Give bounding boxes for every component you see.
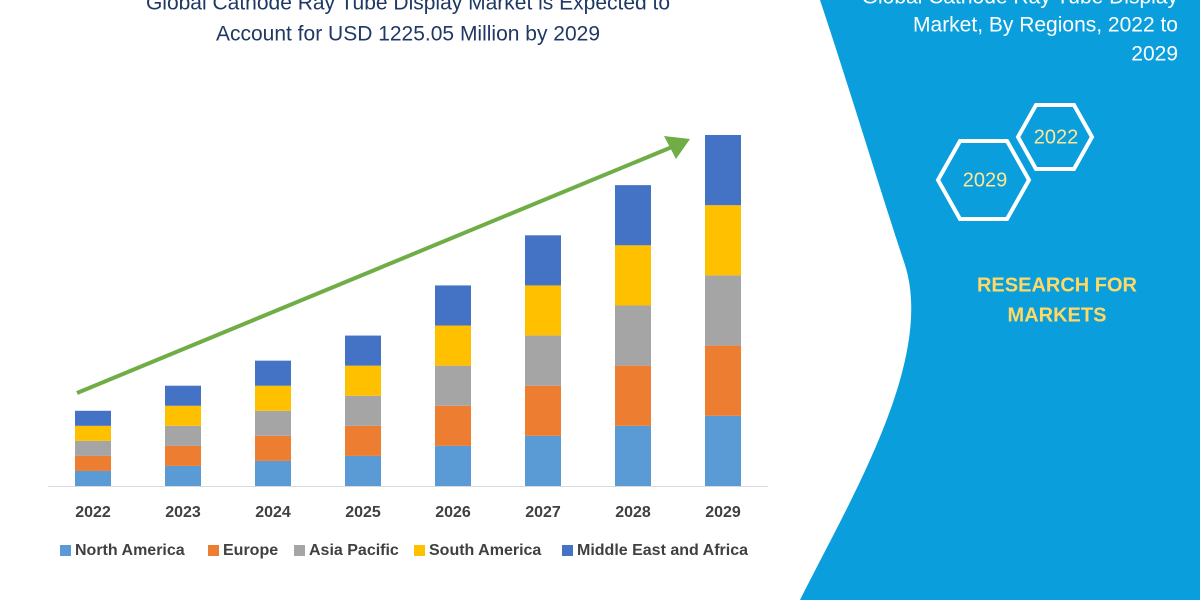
bar-segment <box>255 460 291 486</box>
side-panel-bg <box>800 0 1200 600</box>
legend-label: Europe <box>223 542 278 559</box>
panel-title: 2029 <box>1131 43 1178 66</box>
bar-segment <box>165 465 201 486</box>
bar-segment <box>75 410 111 426</box>
x-tick-label: 2028 <box>615 504 651 521</box>
legend-label: Middle East and Africa <box>577 542 748 559</box>
brand: MARKETS <box>1008 304 1107 326</box>
bar-segment <box>345 425 381 456</box>
x-tick-label: 2024 <box>255 504 291 521</box>
bar-segment <box>435 405 471 446</box>
panel-title: Market, By Regions, 2022 to <box>913 14 1178 37</box>
bar-segment <box>705 415 741 486</box>
bar-segment <box>165 445 201 466</box>
bar-segment <box>75 440 111 456</box>
bar-segment <box>435 365 471 406</box>
arrow-head <box>664 136 690 159</box>
bar-segment <box>525 235 561 286</box>
legend-label: North America <box>75 542 185 559</box>
legend-swatch <box>294 545 305 556</box>
bar-segment <box>345 395 381 426</box>
legend-swatch <box>562 545 573 556</box>
bar-segment <box>345 455 381 486</box>
hexagon <box>935 139 1032 221</box>
trend-arrow <box>76 145 673 395</box>
panel-title: Global Cathode Ray Tube Display <box>862 0 1179 9</box>
bar-segment <box>345 365 381 396</box>
bar-segment <box>75 425 111 441</box>
bar-segment <box>615 185 651 246</box>
bar-segment <box>705 275 741 346</box>
bar-segment <box>165 425 201 446</box>
legend-swatch <box>208 545 219 556</box>
badge: 2029 <box>963 169 1008 191</box>
legend-label: South America <box>429 542 541 559</box>
legend-swatch <box>414 545 425 556</box>
bar-segment <box>615 425 651 486</box>
legend-swatch <box>60 545 71 556</box>
bar-segment <box>165 405 201 426</box>
brand: RESEARCH FOR <box>977 274 1138 296</box>
bar-segment <box>525 285 561 336</box>
x-tick-label: 2023 <box>165 504 201 521</box>
bar-segment <box>345 335 381 366</box>
bar-segment <box>435 445 471 486</box>
bar-segment <box>615 365 651 426</box>
bar-segment <box>615 305 651 366</box>
hexagon <box>1015 103 1095 171</box>
x-tick-label: 2025 <box>345 504 381 521</box>
x-tick-label: 2022 <box>75 504 111 521</box>
bar-segment <box>705 135 741 206</box>
chart-title: Account for USD 1225.05 Million by 2029 <box>216 23 600 46</box>
bar-segment <box>255 410 291 436</box>
bar-segment <box>75 455 111 471</box>
bar-segment <box>525 335 561 386</box>
bar-segment <box>615 245 651 306</box>
bar-segment <box>525 435 561 486</box>
bar-segment <box>705 345 741 416</box>
bar-segment <box>75 470 111 486</box>
bar-segment <box>435 285 471 326</box>
legend-label: Asia Pacific <box>309 542 399 559</box>
x-tick-label: 2026 <box>435 504 471 521</box>
bar-segment <box>255 385 291 411</box>
bar-segment <box>525 385 561 436</box>
bar-segment <box>435 325 471 366</box>
badge: 2022 <box>1034 126 1079 148</box>
x-tick-label: 2029 <box>705 504 741 521</box>
bar-segment <box>165 385 201 406</box>
bar-segment <box>255 360 291 386</box>
bar-segment <box>255 435 291 461</box>
chart-title: Global Cathode Ray Tube Display Market i… <box>146 0 670 15</box>
bar-segment <box>705 205 741 276</box>
x-tick-label: 2027 <box>525 504 561 521</box>
